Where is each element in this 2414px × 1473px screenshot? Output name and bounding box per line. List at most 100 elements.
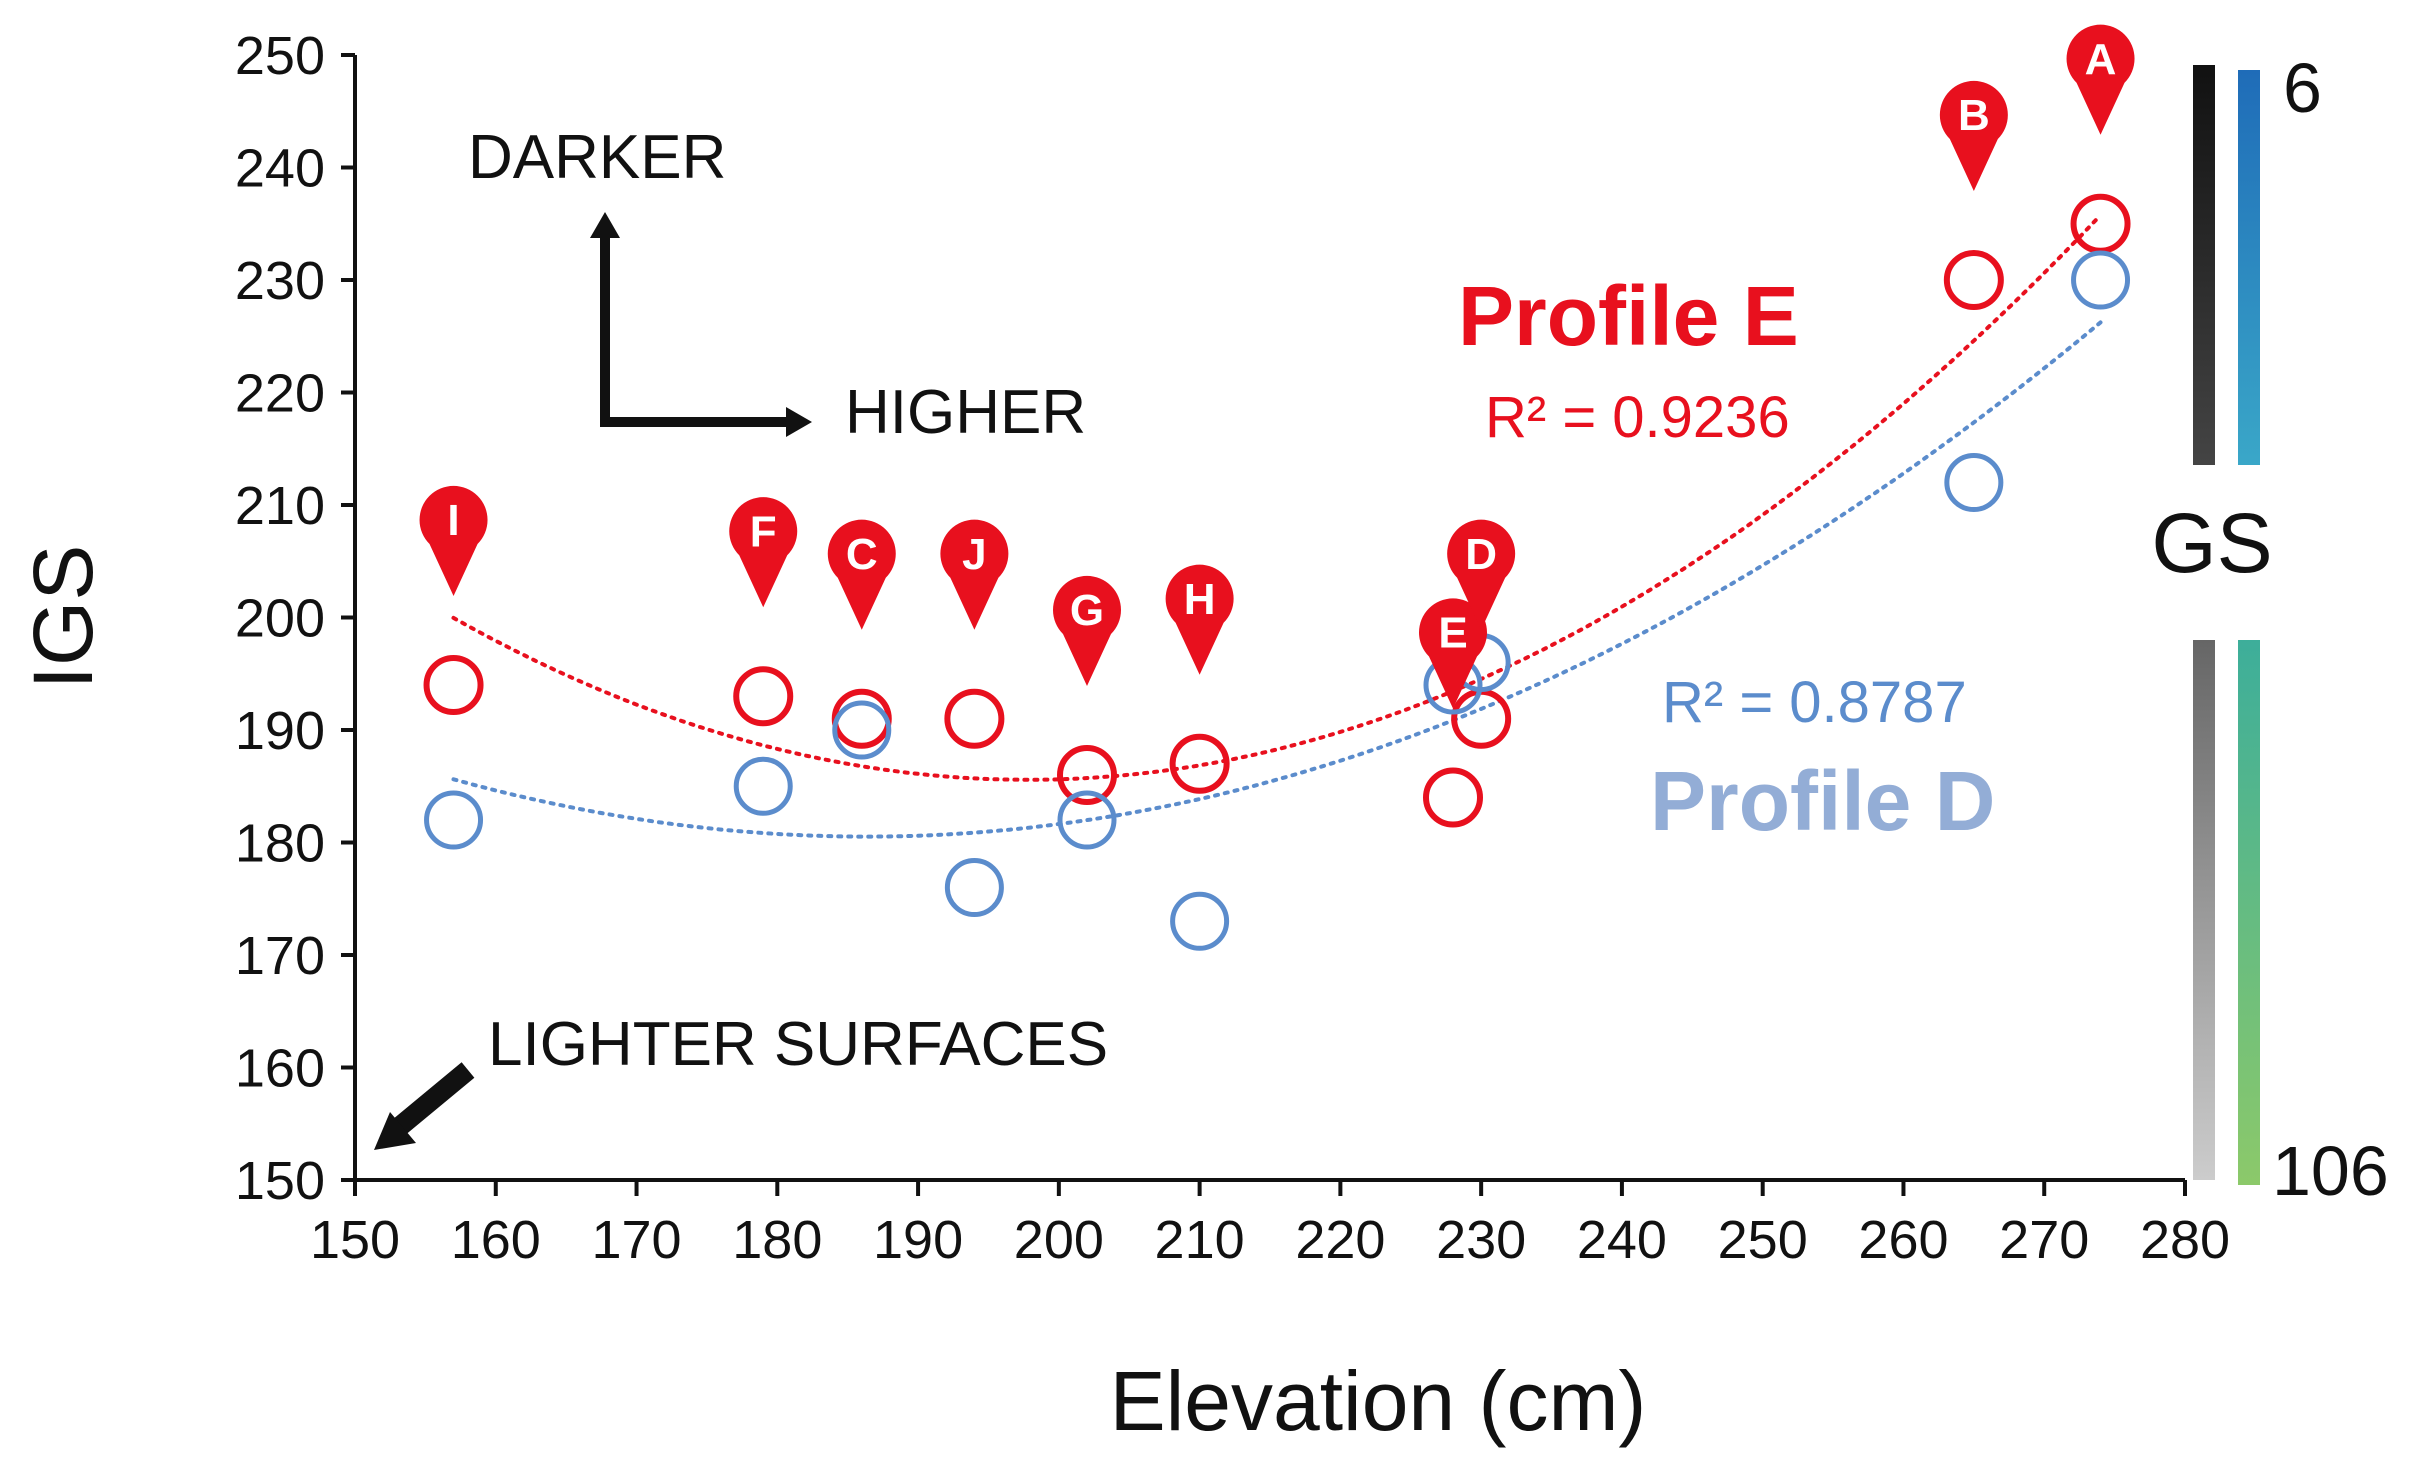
pin-letter: B <box>1958 91 1990 140</box>
x-tick-label: 240 <box>1577 1210 1667 1270</box>
x-tick-label: 210 <box>1155 1210 1245 1270</box>
pin-marker <box>940 519 1009 630</box>
data-point-series-0 <box>1169 733 1230 794</box>
x-tick-label: 180 <box>732 1210 822 1270</box>
data-point-series-0 <box>831 688 892 749</box>
x-tick-label: 200 <box>1014 1210 1104 1270</box>
x-tick-label: 150 <box>310 1210 400 1270</box>
x-tick-label: 160 <box>451 1210 541 1270</box>
pin-marker <box>729 497 798 608</box>
data-point-series-1 <box>1944 453 2004 512</box>
x-tick-label: 260 <box>1858 1210 1948 1270</box>
pin-marker <box>1053 575 1121 686</box>
pin-letter: I <box>447 496 459 545</box>
axes: 150 160 170 180 190 200 210 220 230 240 250 150 160… <box>235 26 2230 1270</box>
pin-letter: D <box>1465 530 1497 579</box>
y-tick-label: 230 <box>235 251 325 311</box>
darker-label: DARKER <box>468 123 726 192</box>
y-ticks: 150 160 170 180 190 200 210 220 230 240 250 <box>235 26 355 1211</box>
pin-letter: E <box>1438 609 1467 658</box>
x-tick-label: 230 <box>1436 1210 1526 1270</box>
gs-top-value: 6 <box>2283 49 2322 127</box>
series-d-name: Profile D <box>1650 754 1995 848</box>
pin-letter: G <box>1070 586 1104 635</box>
y-tick-label: 200 <box>235 589 325 649</box>
data-point-series-1 <box>2071 250 2131 310</box>
y-tick-label: 170 <box>235 926 325 986</box>
pin-marker <box>1419 598 1487 709</box>
lighter-arrow-head <box>374 1112 416 1150</box>
y-tick-label: 220 <box>235 364 325 424</box>
direction-annotations: DARKER HIGHER LIGHTER SURFACES <box>374 123 1108 1150</box>
data-point-series-1 <box>1057 790 1117 850</box>
data-point-series-0 <box>2070 193 2131 254</box>
y-axis-title: IGS <box>16 545 110 690</box>
gs-scale: GS 6 106 <box>2151 49 2388 1210</box>
darker-arrow-head <box>590 212 620 238</box>
x-ticks: 150 160 170 180 190 200 210 220 230 240 250 260 270 2… <box>310 1180 2230 1270</box>
data-point-series-1 <box>1170 891 1230 951</box>
x-tick-label: 270 <box>1999 1210 2089 1270</box>
higher-arrow-head <box>786 407 812 437</box>
pin-marker <box>1165 564 1234 675</box>
gs-color-bar-top <box>2238 70 2260 465</box>
y-tick-label: 150 <box>235 1151 325 1211</box>
gs-color-bar-bottom <box>2238 640 2260 1185</box>
pin-label-H: H <box>1165 564 1234 675</box>
data-point-series-0 <box>1057 745 1117 805</box>
y-tick-label: 250 <box>235 26 325 86</box>
series-e-name: Profile E <box>1458 269 1799 363</box>
pin-letter: J <box>962 530 986 579</box>
point-labels: I F C J G H ED B A <box>419 24 2135 709</box>
pin-label-E: E <box>1419 598 1487 709</box>
pin-letter: F <box>750 507 777 556</box>
data-point-series-0 <box>733 666 794 727</box>
pin-label-G: G <box>1053 575 1121 686</box>
lighter-arrow-shaft <box>391 1062 475 1136</box>
pin-label-D: D <box>1447 519 1516 630</box>
x-axis-title: Elevation (cm) <box>1110 1354 1647 1448</box>
pin-label-A: A <box>2066 24 2135 135</box>
y-tick-label: 160 <box>235 1039 325 1099</box>
pin-marker <box>1447 519 1516 630</box>
pin-letter: H <box>1184 575 1216 624</box>
data-point-series-1 <box>944 858 1004 917</box>
y-tick-label: 180 <box>235 814 325 874</box>
pin-marker <box>419 485 488 596</box>
pin-marker <box>827 519 896 630</box>
data-point-series-0 <box>423 655 484 715</box>
series-d-r2: R² = 0.8787 <box>1662 670 1967 735</box>
data-point-series-1 <box>832 700 892 760</box>
pin-label-I: I <box>419 485 488 596</box>
data-point-series-0 <box>944 688 1005 749</box>
data-points <box>423 193 2131 951</box>
trendline-series-1 <box>451 320 2103 839</box>
pin-marker <box>1939 80 2008 191</box>
x-tick-label: 250 <box>1718 1210 1808 1270</box>
x-tick-label: 190 <box>873 1210 963 1270</box>
pin-marker <box>2066 24 2135 135</box>
x-tick-label: 280 <box>2140 1210 2230 1270</box>
higher-label: HIGHER <box>845 378 1086 447</box>
series-e-r2: R² = 0.9236 <box>1485 385 1790 450</box>
gs-label: GS <box>2151 496 2272 590</box>
pin-letter: A <box>2085 35 2117 84</box>
gs-grey-bar-top <box>2193 65 2215 465</box>
data-point-series-0 <box>1451 688 1512 749</box>
gs-grey-bar-bottom <box>2193 640 2215 1180</box>
y-tick-label: 240 <box>235 139 325 199</box>
trendline-series-0 <box>451 213 2103 782</box>
gs-bottom-value: 106 <box>2272 1132 2389 1210</box>
x-tick-label: 220 <box>1295 1210 1385 1270</box>
data-point-series-0 <box>1943 250 2004 310</box>
data-point-series-0 <box>1423 767 1483 828</box>
pin-label-C: C <box>827 519 896 630</box>
x-tick-label: 170 <box>591 1210 681 1270</box>
y-tick-label: 210 <box>235 476 325 536</box>
pin-letter: C <box>846 530 878 579</box>
data-point-series-1 <box>424 790 484 850</box>
pin-label-F: F <box>729 497 798 608</box>
pin-label-J: J <box>940 519 1009 630</box>
data-point-series-1 <box>733 756 793 816</box>
